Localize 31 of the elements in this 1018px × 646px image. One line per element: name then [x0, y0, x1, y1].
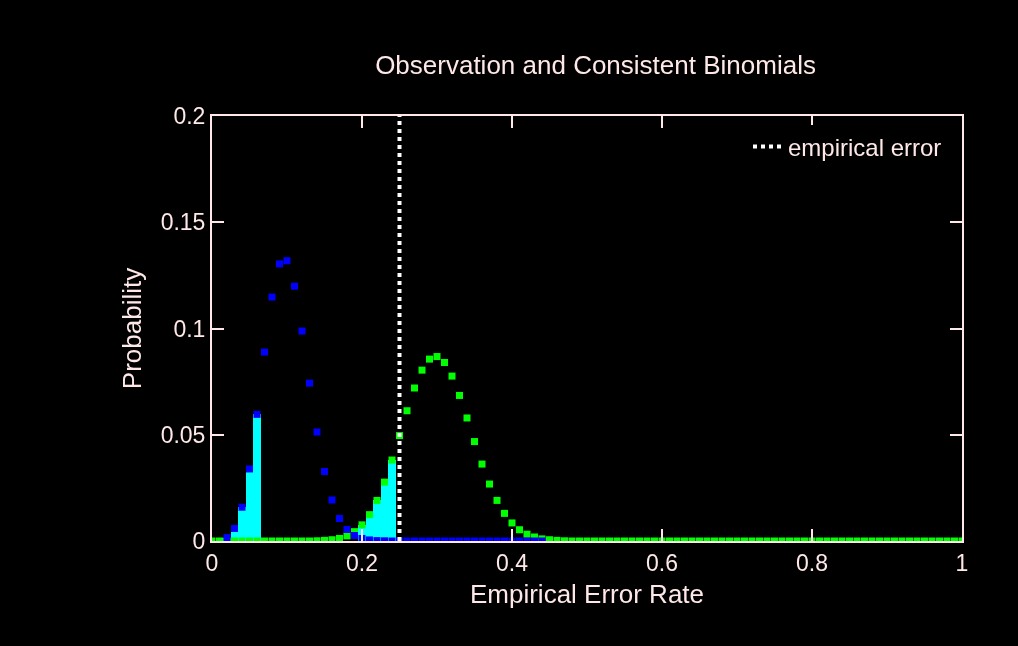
y-tick-label: 0.15 — [160, 209, 206, 236]
point — [283, 257, 291, 265]
point — [246, 465, 253, 473]
point — [231, 524, 238, 532]
x-tick-label: 0.6 — [646, 549, 678, 576]
point — [261, 348, 268, 356]
x-tick-label: 1 — [955, 549, 969, 576]
point — [366, 536, 373, 541]
x-tick-label: 0.4 — [496, 549, 529, 576]
y-axis-title: Probability — [116, 267, 147, 390]
x-tick-label: 0.8 — [796, 549, 828, 576]
chart-title: Observation and Consistent Binomials — [375, 49, 816, 80]
point — [313, 428, 321, 436]
y-tick-label: 0.2 — [173, 103, 206, 130]
point — [336, 514, 343, 522]
y-tick-label: 0.05 — [160, 421, 206, 448]
point — [298, 327, 306, 335]
point — [306, 379, 313, 387]
x-tick-label: 0.2 — [346, 549, 378, 576]
y-tick-label: 0 — [192, 528, 206, 555]
point — [253, 410, 261, 418]
point — [268, 293, 276, 301]
point — [328, 496, 336, 504]
ref-line-label: empirical error — [788, 133, 942, 161]
point — [238, 503, 246, 511]
point — [343, 526, 351, 534]
x-axis-title: Empirical Error Rate — [469, 578, 705, 609]
y-tick-label: 0.1 — [173, 315, 206, 342]
point — [321, 468, 328, 476]
point — [276, 260, 283, 268]
point — [291, 282, 298, 290]
